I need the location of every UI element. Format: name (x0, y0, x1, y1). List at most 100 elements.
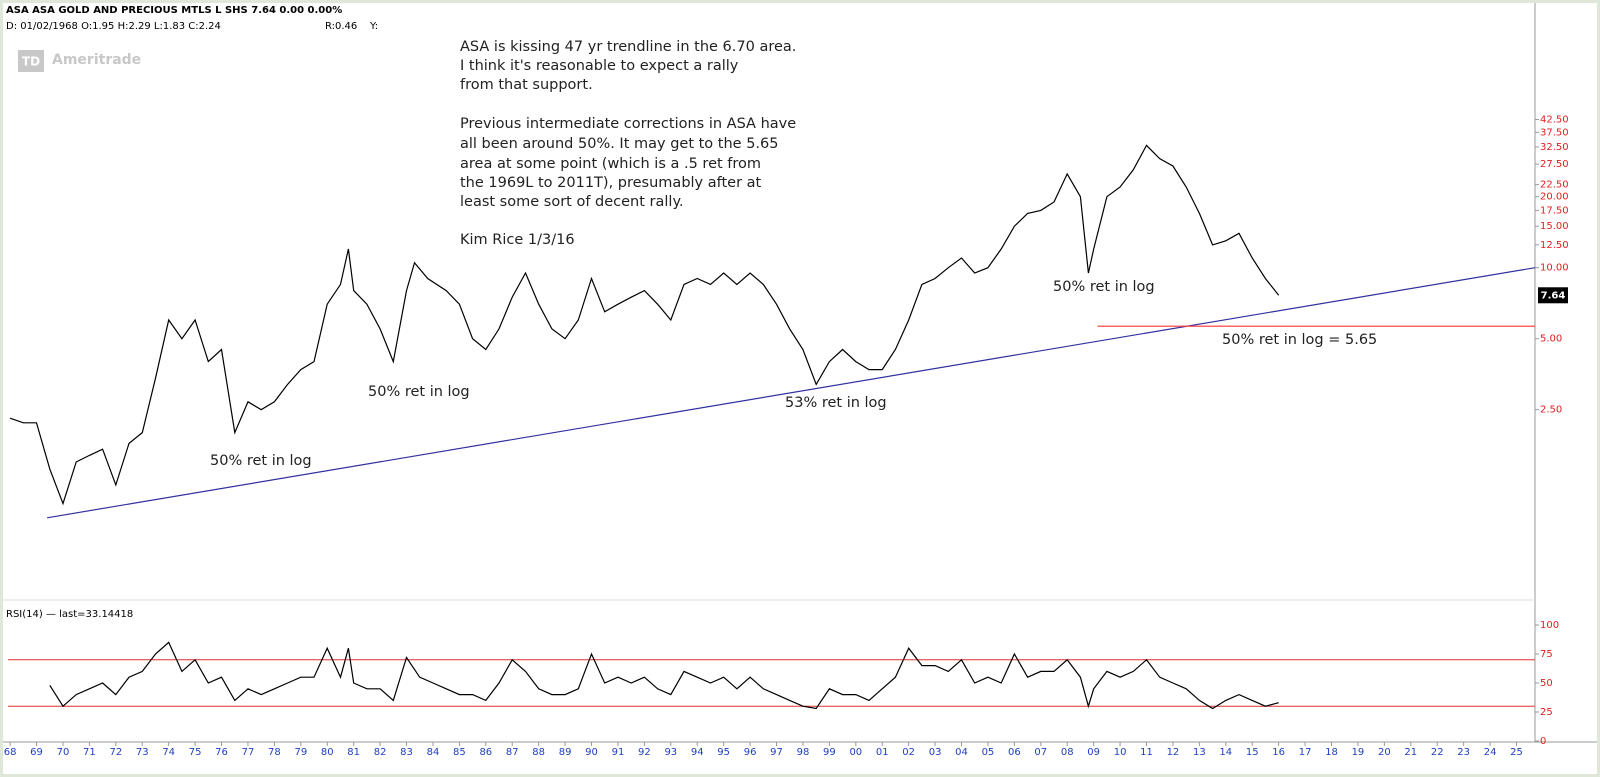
x-tick-label: 83 (400, 747, 413, 758)
x-tick-label: 77 (242, 747, 255, 758)
x-tick-label: 00 (849, 747, 862, 758)
x-tick-label: 13 (1193, 747, 1206, 758)
x-tick-label: 20 (1378, 747, 1391, 758)
y-tick-label: 12.50 (1540, 240, 1569, 251)
x-tick-label: 80 (321, 747, 334, 758)
rsi-tick-label: 100 (1540, 620, 1559, 631)
note-line: area at some point (which is a .5 ret fr… (460, 156, 761, 172)
note-line: Previous intermediate corrections in ASA… (460, 116, 796, 132)
rsi-tick-label: 75 (1540, 649, 1553, 660)
y-tick-label: 37.50 (1540, 127, 1569, 138)
note-line: from that support. (460, 77, 593, 93)
x-tick-label: 18 (1325, 747, 1338, 758)
x-tick-label: 08 (1061, 747, 1074, 758)
x-tick-label: 86 (479, 747, 492, 758)
y-tick-label: 10.00 (1540, 263, 1569, 274)
y-tick-label: 27.50 (1540, 159, 1569, 170)
x-tick-label: 78 (268, 747, 281, 758)
y-tick-label: 20.00 (1540, 192, 1569, 203)
y-tick-label: 32.50 (1540, 142, 1569, 153)
x-tick-label: 99 (823, 747, 836, 758)
note-line: I think it's reasonable to expect a rall… (460, 58, 739, 74)
r-info: R:0.46 (325, 21, 357, 32)
x-tick-label: 88 (532, 747, 545, 758)
x-tick-label: 70 (57, 747, 70, 758)
x-tick-label: 91 (612, 747, 625, 758)
note-line: all been around 50%. It may get to the 5… (460, 136, 778, 152)
annotation: 50% ret in log = 5.65 (1222, 332, 1377, 348)
y-tick-label: 22.50 (1540, 180, 1569, 191)
x-tick-label: 98 (797, 747, 810, 758)
x-tick-label: 79 (294, 747, 307, 758)
x-tick-label: 22 (1431, 747, 1444, 758)
x-tick-label: 11 (1140, 747, 1153, 758)
x-tick-label: 73 (136, 747, 149, 758)
x-tick-label: 24 (1484, 747, 1497, 758)
y-tick-label: 2.50 (1540, 405, 1562, 416)
x-tick-label: 85 (453, 747, 466, 758)
x-tick-label: 19 (1352, 747, 1365, 758)
last-price-label: 7.64 (1541, 290, 1566, 301)
x-tick-label: 76 (215, 747, 228, 758)
trendline (47, 267, 1536, 519)
y-tick-label: 17.50 (1540, 205, 1569, 216)
x-tick-label: 96 (744, 747, 757, 758)
background (3, 3, 1597, 774)
note-line: Kim Rice 1/3/16 (460, 232, 575, 248)
x-tick-label: 94 (691, 747, 704, 758)
x-tick-label: 87 (506, 747, 519, 758)
x-tick-label: 04 (955, 747, 968, 758)
x-tick-label: 82 (374, 747, 387, 758)
x-tick-label: 74 (162, 747, 175, 758)
chart-title: ASA ASA GOLD AND PRECIOUS MTLS L SHS 7.6… (6, 5, 342, 16)
logo-text: Ameritrade (52, 52, 141, 68)
x-tick-label: 14 (1219, 747, 1232, 758)
y-tick-label: 42.50 (1540, 115, 1569, 126)
x-tick-label: 25 (1510, 747, 1523, 758)
x-tick-label: 68 (4, 747, 17, 758)
rsi-tick-label: 50 (1540, 678, 1553, 689)
x-tick-label: 23 (1457, 747, 1470, 758)
x-tick-label: 16 (1272, 747, 1285, 758)
x-tick-label: 09 (1087, 747, 1100, 758)
x-tick-label: 93 (664, 747, 677, 758)
x-tick-label: 72 (109, 747, 122, 758)
x-tick-label: 92 (638, 747, 651, 758)
logo-box (18, 50, 44, 72)
annotation: 50% ret in log (210, 453, 312, 469)
x-tick-label: 01 (876, 747, 889, 758)
x-tick-label: 97 (770, 747, 783, 758)
logo-mark: TD (22, 55, 40, 69)
x-tick-label: 03 (929, 747, 942, 758)
price-line (9, 144, 1280, 506)
annotation: 50% ret in log (368, 384, 470, 400)
x-tick-label: 71 (83, 747, 96, 758)
x-tick-label: 75 (189, 747, 202, 758)
price-line (49, 641, 1279, 710)
x-tick-label: 12 (1167, 747, 1180, 758)
x-tick-label: 21 (1404, 747, 1417, 758)
x-tick-label: 10 (1114, 747, 1127, 758)
note-line: ASA is kissing 47 yr trendline in the 6.… (460, 39, 796, 55)
annotation: 50% ret in log (1053, 279, 1155, 295)
note-line: least some sort of decent rally. (460, 194, 684, 210)
rsi-tick-label: 0 (1540, 736, 1546, 747)
x-tick-label: 17 (1299, 747, 1312, 758)
x-tick-label: 90 (585, 747, 598, 758)
x-tick-label: 89 (559, 747, 572, 758)
note-line: the 1969L to 2011T), presumably after at (460, 175, 762, 191)
y-info: Y: (369, 21, 378, 32)
ohlc-info: D: 01/02/1968 O:1.95 H:2.29 L:1.83 C:2.2… (6, 21, 221, 32)
x-tick-label: 84 (427, 747, 440, 758)
x-tick-label: 07 (1034, 747, 1047, 758)
last-price-box (1538, 287, 1568, 304)
rsi-title: RSI(14) — last=33.14418 (6, 609, 133, 620)
rsi-tick-label: 25 (1540, 707, 1553, 718)
y-tick-label: 5.00 (1540, 334, 1562, 345)
y-tick-label: 15.00 (1540, 221, 1569, 232)
x-tick-label: 95 (717, 747, 730, 758)
x-tick-label: 02 (902, 747, 915, 758)
x-tick-label: 81 (347, 747, 360, 758)
